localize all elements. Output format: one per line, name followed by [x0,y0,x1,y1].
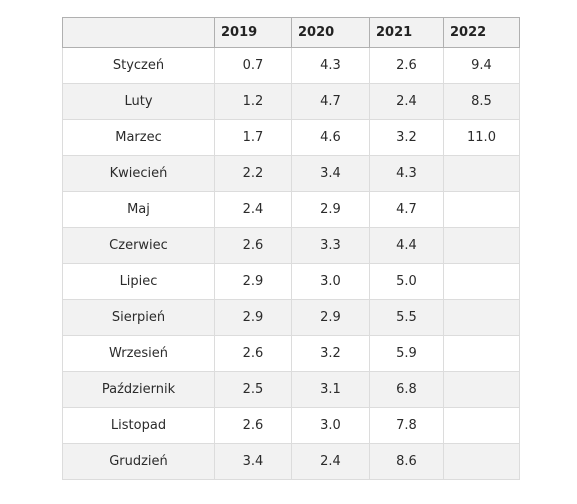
value-2021-cell: 6.8 [369,371,444,408]
value-2020-cell: 4.7 [291,83,370,120]
value-2019-cell: 2.6 [214,407,292,444]
month-cell: Czerwiec [62,227,215,264]
table-row: Lipiec 2.9 3.0 5.0 [62,263,520,300]
table-body: Styczeń 0.7 4.3 2.6 9.4 Luty 1.2 4.7 2.4 8.5 Marze… [62,47,520,480]
month-cell: Wrzesień [62,335,215,372]
month-cell: Luty [62,83,215,120]
value-2021-cell: 5.5 [369,299,444,336]
value-2021-cell: 7.8 [369,407,444,444]
month-cell: Kwiecień [62,155,215,192]
value-2022-cell [443,191,520,228]
table-row: Czerwiec 2.6 3.3 4.4 [62,227,520,264]
month-cell: Marzec [62,119,215,156]
value-2020-cell: 3.4 [291,155,370,192]
value-2021-cell: 5.0 [369,263,444,300]
value-2021-cell: 8.6 [369,443,444,480]
value-2022-cell [443,371,520,408]
header-2022: 2022 [443,17,520,48]
value-2019-cell: 2.9 [214,299,292,336]
value-2019-cell: 2.9 [214,263,292,300]
month-cell: Styczeń [62,47,215,84]
month-cell: Październik [62,371,215,408]
table-row: Styczeń 0.7 4.3 2.6 9.4 [62,47,520,84]
value-2020-cell: 3.0 [291,263,370,300]
value-2019-cell: 2.4 [214,191,292,228]
value-2022-cell [443,443,520,480]
value-2022-cell [443,155,520,192]
value-2019-cell: 3.4 [214,443,292,480]
value-2020-cell: 2.9 [291,191,370,228]
value-2020-cell: 3.2 [291,335,370,372]
value-2022-cell [443,335,520,372]
value-2020-cell: 3.3 [291,227,370,264]
value-2022-cell: 11.0 [443,119,520,156]
value-2022-cell: 9.4 [443,47,520,84]
value-2019-cell: 2.2 [214,155,292,192]
value-2020-cell: 2.9 [291,299,370,336]
value-2022-cell: 8.5 [443,83,520,120]
value-2019-cell: 2.6 [214,335,292,372]
header-row: 2019 2020 2021 2022 [62,17,520,48]
month-cell: Grudzień [62,443,215,480]
value-2019-cell: 2.5 [214,371,292,408]
inflation-table: 2019 2020 2021 2022 Styczeń 0.7 4.3 2.6 9.4 L… [62,17,520,480]
table-row: Sierpień 2.9 2.9 5.5 [62,299,520,336]
header-2019: 2019 [214,17,292,48]
value-2021-cell: 2.4 [369,83,444,120]
value-2020-cell: 2.4 [291,443,370,480]
value-2021-cell: 4.7 [369,191,444,228]
month-cell: Sierpień [62,299,215,336]
month-cell: Listopad [62,407,215,444]
value-2021-cell: 2.6 [369,47,444,84]
month-cell: Lipiec [62,263,215,300]
table-row: Marzec 1.7 4.6 3.2 11.0 [62,119,520,156]
value-2019-cell: 1.7 [214,119,292,156]
header-2020: 2020 [291,17,370,48]
value-2019-cell: 1.2 [214,83,292,120]
value-2020-cell: 4.6 [291,119,370,156]
table-row: Maj 2.4 2.9 4.7 [62,191,520,228]
table-row: Luty 1.2 4.7 2.4 8.5 [62,83,520,120]
table-row: Listopad 2.6 3.0 7.8 [62,407,520,444]
value-2022-cell [443,227,520,264]
value-2019-cell: 0.7 [214,47,292,84]
table-header: 2019 2020 2021 2022 [62,17,520,48]
month-cell: Maj [62,191,215,228]
table-row: Kwiecień 2.2 3.4 4.3 [62,155,520,192]
value-2021-cell: 3.2 [369,119,444,156]
value-2020-cell: 4.3 [291,47,370,84]
table-row: Wrzesień 2.6 3.2 5.9 [62,335,520,372]
value-2022-cell [443,407,520,444]
value-2022-cell [443,299,520,336]
table-row: Październik 2.5 3.1 6.8 [62,371,520,408]
value-2020-cell: 3.0 [291,407,370,444]
header-month [62,17,215,48]
value-2019-cell: 2.6 [214,227,292,264]
value-2022-cell [443,263,520,300]
value-2021-cell: 4.4 [369,227,444,264]
value-2021-cell: 5.9 [369,335,444,372]
table-row: Grudzień 3.4 2.4 8.6 [62,443,520,480]
header-2021: 2021 [369,17,444,48]
value-2020-cell: 3.1 [291,371,370,408]
value-2021-cell: 4.3 [369,155,444,192]
